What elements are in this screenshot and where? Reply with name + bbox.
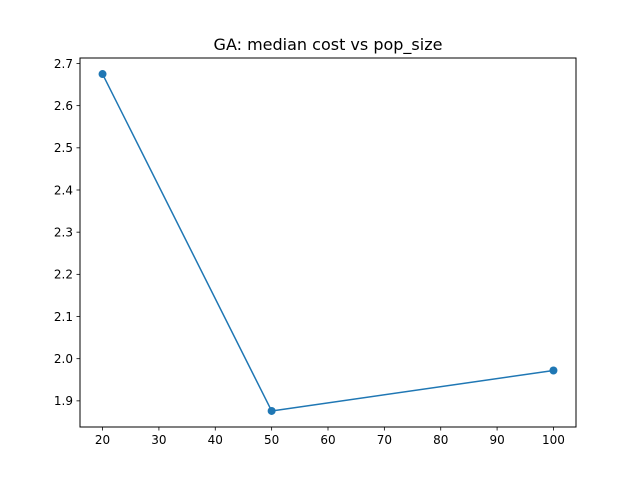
data-point bbox=[549, 366, 558, 375]
y-tick-label: 2.5 bbox=[54, 141, 73, 155]
axes-frame bbox=[79, 57, 577, 428]
y-tick-label: 1.9 bbox=[54, 394, 73, 408]
x-tick-label: 50 bbox=[264, 433, 279, 447]
data-point bbox=[98, 70, 107, 79]
y-tick-label: 2.6 bbox=[54, 99, 73, 113]
y-tick-label: 2.1 bbox=[54, 310, 73, 324]
data-point bbox=[267, 406, 276, 415]
y-tick-label: 2.4 bbox=[54, 183, 73, 197]
x-tick-label: 60 bbox=[320, 433, 335, 447]
x-tick-label: 90 bbox=[489, 433, 504, 447]
y-tick-label: 2.2 bbox=[54, 268, 73, 282]
x-tick-label: 80 bbox=[433, 433, 448, 447]
y-tick-label: 2.7 bbox=[54, 57, 73, 71]
x-tick-label: 70 bbox=[377, 433, 392, 447]
x-tick-label: 20 bbox=[95, 433, 110, 447]
y-tick-label: 2.3 bbox=[54, 225, 73, 239]
x-tick-label: 30 bbox=[151, 433, 166, 447]
x-tick-label: 40 bbox=[208, 433, 223, 447]
chart-title: GA: median cost vs pop_size bbox=[214, 35, 443, 55]
plot-area: 20 30 40 50 60 70 80 90 100 1.9 2.0 2.1 2.2 2.3 2.4 2.5… bbox=[54, 57, 565, 447]
x-tick-label: 100 bbox=[542, 433, 565, 447]
y-tick-label: 2.0 bbox=[54, 352, 73, 366]
